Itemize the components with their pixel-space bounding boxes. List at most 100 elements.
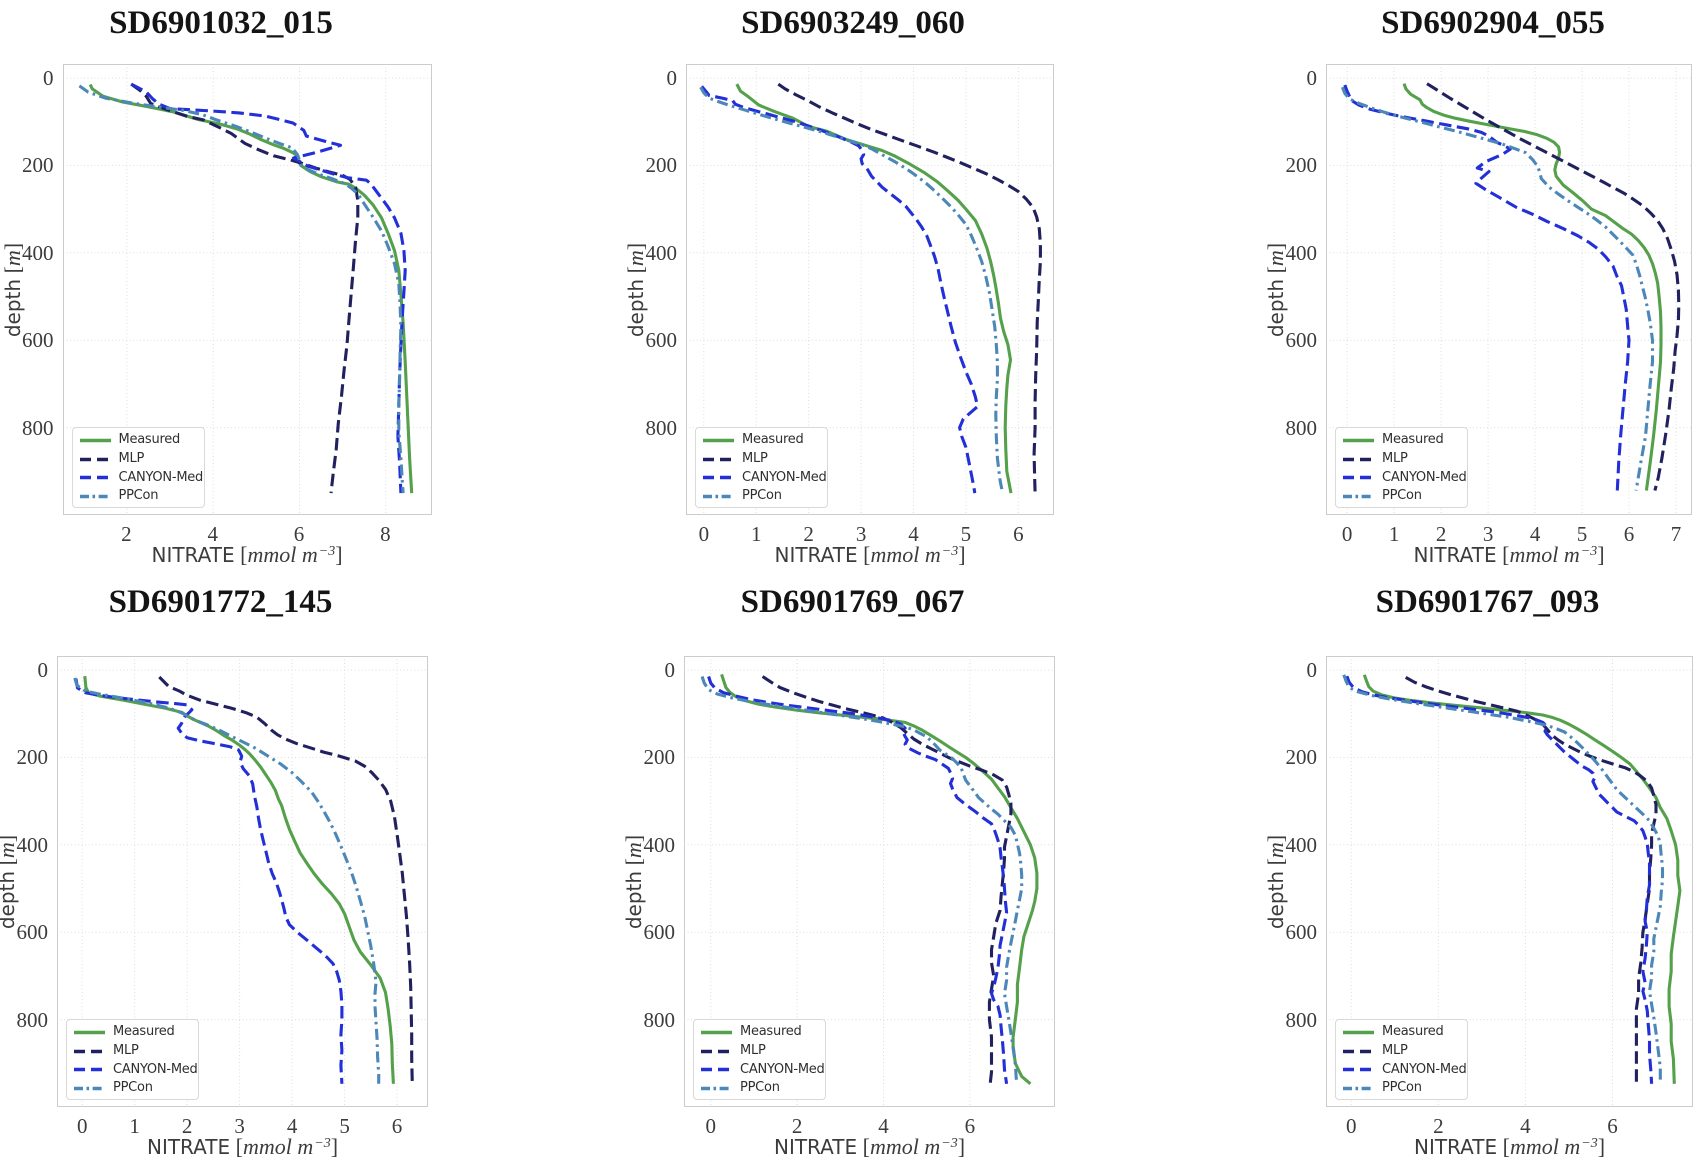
legend-line-sample-measured [74, 1023, 105, 1042]
legend-line-sample-measured [703, 431, 734, 450]
x-axis-label-text: NITRATE [774, 543, 858, 567]
x-axis-unit-exponent: −3 [941, 1136, 958, 1151]
unit-bracket: ] [958, 542, 966, 567]
y-tick-label: 600 [22, 328, 54, 353]
x-tick-label: 6 [1013, 522, 1024, 546]
x-tick-label: 3 [855, 522, 867, 546]
series-line-mlp [1426, 82, 1681, 491]
legend-swatch-svg [74, 1068, 105, 1072]
unit-bracket: [ [234, 542, 248, 567]
y-tick-label: 0 [1306, 65, 1318, 90]
x-tick-label: 2 [1435, 522, 1447, 546]
legend-label: PPCon [742, 488, 782, 504]
legend-swatch-svg [703, 476, 734, 480]
legend-swatch-svg [1343, 457, 1374, 461]
legend-line-sample-mlp [1343, 1042, 1374, 1061]
plot-background [686, 64, 1054, 515]
x-axis-unit: mmol m [242, 1134, 314, 1157]
series-line-ppcon [699, 86, 1005, 494]
legend-label: Measured [1382, 432, 1444, 448]
y-tick-label: 0 [43, 65, 54, 90]
series-line-mlp [1404, 676, 1658, 1084]
legend-entry-measured: Measured [79, 431, 202, 450]
legend-swatch-svg [1343, 1086, 1374, 1091]
unit-bracket: ] [623, 242, 648, 250]
y-axis-unit: m [1263, 249, 1288, 266]
unit-bracket: ] [330, 1134, 339, 1157]
axes-spines [1326, 656, 1693, 1107]
x-tick-label: 1 [750, 522, 762, 546]
series-line-mlp [761, 675, 1013, 1084]
y-tick-label: 600 [1285, 920, 1318, 945]
unit-bracket: [ [621, 857, 646, 871]
legend-line-sample-canyon-med [1343, 468, 1374, 487]
x-tick-label: 0 [698, 522, 710, 546]
y-axis-label: depth [m] [0, 242, 25, 337]
series-line-measured [720, 673, 1039, 1085]
y-axis-label-text: depth [1264, 278, 1288, 337]
legend-label: PPCon [1382, 488, 1422, 504]
series-line-measured [88, 83, 413, 494]
legend-line-sample-ppcon [1343, 1079, 1374, 1098]
x-tick-label: 6 [964, 1114, 976, 1138]
x-tick-label: 0 [1346, 1114, 1357, 1138]
y-tick-label: 800 [1285, 415, 1318, 440]
plot-area-4 [57, 656, 428, 1107]
legend-label: CANYON-Med [118, 469, 204, 485]
unit-bracket: ] [0, 834, 19, 841]
legend-entry-ppcon: PPCon [703, 487, 825, 506]
unit-bracket: [ [1496, 542, 1510, 567]
legend-entry-canyon-med: CANYON-Med [1343, 468, 1467, 487]
series-line-measured [83, 675, 395, 1084]
series-line-canyon-med [74, 678, 344, 1084]
legend-swatch-svg [1343, 1049, 1374, 1053]
grid-lines [1326, 64, 1692, 515]
y-tick-label: 800 [1285, 1007, 1318, 1032]
plot-background [1326, 656, 1693, 1107]
legend-line-sample-canyon-med [74, 1060, 105, 1079]
unit-bracket: ] [621, 834, 646, 842]
x-tick-label: 0 [1341, 522, 1353, 546]
x-axis-label: NITRATE [mmol m−3] [1413, 543, 1604, 571]
series-line-canyon-med [700, 85, 980, 494]
unit-bracket: [ [857, 1134, 870, 1157]
series-lines [78, 82, 413, 494]
legend-swatch-svg [701, 1068, 732, 1072]
x-axis-unit: mmol m [1509, 542, 1580, 567]
legend-entry-canyon-med: CANYON-Med [79, 468, 204, 487]
legend-swatch-svg [701, 1049, 732, 1053]
unit-bracket: [ [0, 858, 19, 871]
legend-swatch-svg [79, 494, 111, 499]
y-axis-unit: m [1263, 841, 1288, 858]
legend-label: MLP [742, 451, 768, 467]
x-axis-label: NITRATE [mmol m−3] [151, 543, 342, 571]
x-axis-unit: mmol m [1509, 1134, 1581, 1157]
legend-swatch-svg [1343, 1068, 1374, 1072]
y-axis-label-text: depth [0, 278, 25, 337]
series-line-ppcon [700, 676, 1024, 1084]
x-axis-unit-exponent: −3 [314, 1136, 331, 1151]
x-axis-unit: mmol m [870, 542, 941, 567]
plot-area-2 [686, 64, 1054, 515]
unit-bracket: [ [857, 542, 871, 567]
legend-swatch-svg [703, 494, 734, 499]
legend-entry-measured: Measured [701, 1023, 823, 1042]
legend-swatch-svg [74, 1049, 105, 1053]
y-tick-label: 400 [643, 832, 676, 857]
series-line-canyon-med [1345, 675, 1654, 1084]
unit-bracket: ] [0, 242, 25, 250]
legend-label: MLP [1382, 1043, 1408, 1059]
legend-entry-canyon-med: CANYON-Med [701, 1060, 825, 1079]
legend-swatch-svg [74, 1030, 105, 1035]
x-axis-unit-exponent: −3 [1580, 544, 1598, 559]
legend-line-sample-measured [1343, 431, 1374, 450]
legend-swatch-svg [1343, 1030, 1374, 1035]
y-axis-label: depth [m] [623, 242, 648, 336]
y-tick-label: 600 [16, 920, 49, 945]
legend-swatch-svg [1343, 476, 1374, 480]
y-tick-label: 400 [22, 240, 54, 265]
y-tick-label: 0 [37, 657, 49, 682]
y-tick-label: 800 [22, 415, 54, 440]
